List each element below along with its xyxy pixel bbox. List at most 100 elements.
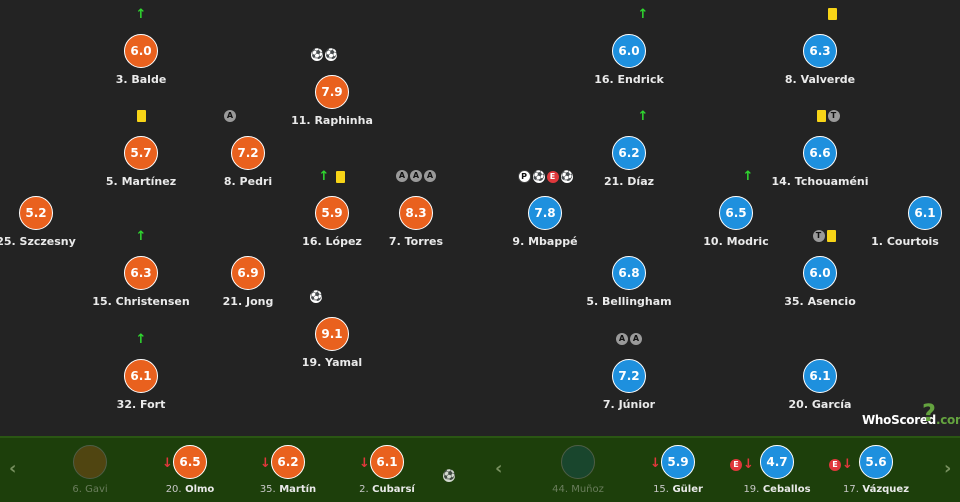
rating-circle: 9.1: [315, 317, 349, 351]
assist-icon: A: [410, 170, 422, 182]
rating-circle: 6.9: [231, 256, 265, 290]
player-name: 6. Gavi: [72, 484, 108, 495]
error-icon: E: [730, 458, 742, 471]
rating-circle: 7.8: [528, 196, 562, 230]
rating-circle: [73, 445, 107, 479]
rating-circle: 6.1: [908, 196, 942, 230]
sub-on-arrow-icon: ↑: [135, 229, 147, 244]
tactical-icon: T: [827, 110, 840, 122]
goal-icon: ⚽: [560, 170, 573, 183]
error-icon: E: [546, 170, 559, 183]
rating-circle: 6.0: [612, 34, 646, 68]
pitch: 5.2 25. Szczesny ↑ 6.0 3. Balde 5.7 5. M…: [0, 7, 960, 427]
sub-on-arrow-icon: ↑: [135, 7, 147, 22]
sub-off-arrow-icon: ↓: [260, 456, 271, 471]
tactical-icon: T: [812, 230, 825, 242]
sub-on-arrow-icon: ↑: [637, 7, 649, 22]
whoscored-mark-icon: ?: [922, 399, 936, 427]
sub-on-arrow-icon: ↑: [318, 169, 330, 184]
rating-circle: 6.5: [719, 196, 753, 230]
player-name: 20. Olmo: [165, 484, 215, 495]
substitutes-bar: ‹ ‹ › 6. Gavi ↓ 6.5 20. Olmo ↓ 6.2 35. M…: [0, 436, 960, 502]
sub-on-arrow-icon: ↑: [742, 169, 754, 184]
rating-circle: 7.2: [612, 359, 646, 393]
player-name: 3. Balde: [115, 73, 167, 86]
player-name: 16. López: [302, 235, 362, 248]
assist-icon: A: [224, 110, 236, 122]
player-name: 19. Ceballos: [743, 484, 811, 495]
sub-off-arrow-icon: ↓: [743, 457, 754, 472]
player-name: 32. Fort: [116, 398, 166, 411]
rating-circle: 6.0: [124, 34, 158, 68]
player-name: 35. Martín: [259, 484, 317, 495]
away-subs-next-button[interactable]: ›: [944, 458, 952, 479]
rating-circle: 5.7: [124, 136, 158, 170]
player-name: 21. Díaz: [603, 175, 655, 188]
error-icon: E: [829, 458, 841, 471]
player-name: 25. Szczesny: [0, 235, 76, 248]
rating-circle: 5.9: [661, 445, 695, 479]
player-name: 5. Martínez: [105, 175, 177, 188]
yellow-card-icon: [336, 170, 346, 183]
rating-circle: 6.2: [612, 136, 646, 170]
rating-circle: 6.3: [803, 34, 837, 68]
assist-icon: A: [424, 170, 436, 182]
assist-icon: A: [396, 170, 408, 182]
rating-circle: 6.6: [803, 136, 837, 170]
rating-circle: 6.8: [612, 256, 646, 290]
player-name: 15. Güler: [653, 484, 703, 495]
rating-circle: 6.1: [803, 359, 837, 393]
goal-icon: ⚽: [532, 170, 545, 183]
yellow-card-icon: [136, 110, 146, 122]
player-name: 44. Muñoz: [552, 484, 604, 495]
player-name: 8. Pedri: [223, 175, 273, 188]
sub-off-arrow-icon: ↓: [842, 457, 853, 472]
player-name: 15. Christensen: [92, 295, 190, 308]
rating-circle: 5.6: [859, 445, 893, 479]
player-name: 10. Modric: [703, 235, 769, 248]
player-name: 19. Yamal: [301, 356, 363, 369]
goal-icon: ⚽: [443, 470, 456, 482]
rating-circle: 6.0: [803, 256, 837, 290]
home-subs-prev-button[interactable]: ‹: [9, 458, 17, 479]
player-name: 16. Endrick: [594, 73, 664, 86]
penalty-goal-icon: P: [517, 170, 531, 183]
player-name: 9. Mbappé: [512, 235, 578, 248]
player-name: 11. Raphinha: [291, 114, 373, 127]
player-name: 21. Jong: [222, 295, 274, 308]
sub-off-arrow-icon: ↓: [650, 456, 661, 471]
player-name: 7. Torres: [388, 235, 444, 248]
sub-on-arrow-icon: ↑: [637, 109, 649, 124]
rating-circle: 8.3: [399, 196, 433, 230]
sub-off-arrow-icon: ↓: [162, 456, 173, 471]
player-name: 35. Asencio: [784, 295, 856, 308]
assist-icon: A: [616, 333, 628, 345]
rating-circle: 5.2: [19, 196, 53, 230]
rating-circle: [561, 445, 595, 479]
player-name: 7. Júnior: [602, 398, 656, 411]
rating-circle: 7.2: [231, 136, 265, 170]
rating-circle: 7.9: [315, 75, 349, 109]
player-name: 2. Cubarsí: [359, 484, 415, 495]
rating-circle: 6.2: [271, 445, 305, 479]
rating-circle: 6.5: [173, 445, 207, 479]
player-name: 14. Tchouaméni: [771, 175, 869, 188]
player-name: 17. Vázquez: [842, 484, 910, 495]
yellow-card-icon: [827, 8, 837, 20]
away-subs-prev-button[interactable]: ‹: [495, 458, 503, 479]
player-name: 1. Courtois: [871, 235, 939, 248]
goal-icon: ⚽: [325, 49, 338, 61]
player-name: 20. García: [788, 398, 852, 411]
rating-circle: 6.3: [124, 256, 158, 290]
rating-circle: 6.1: [370, 445, 404, 479]
yellow-card-icon: [826, 230, 836, 242]
goal-icon: ⚽: [311, 49, 324, 61]
sub-off-arrow-icon: ↓: [359, 456, 370, 471]
whoscored-logo: WhoScored.com ?: [862, 399, 960, 427]
rating-circle: 4.7: [760, 445, 794, 479]
yellow-card-icon: [816, 110, 826, 122]
rating-circle: 6.1: [124, 359, 158, 393]
player-name: 8. Valverde: [784, 73, 856, 86]
assist-icon: A: [630, 333, 642, 345]
rating-circle: 5.9: [315, 196, 349, 230]
